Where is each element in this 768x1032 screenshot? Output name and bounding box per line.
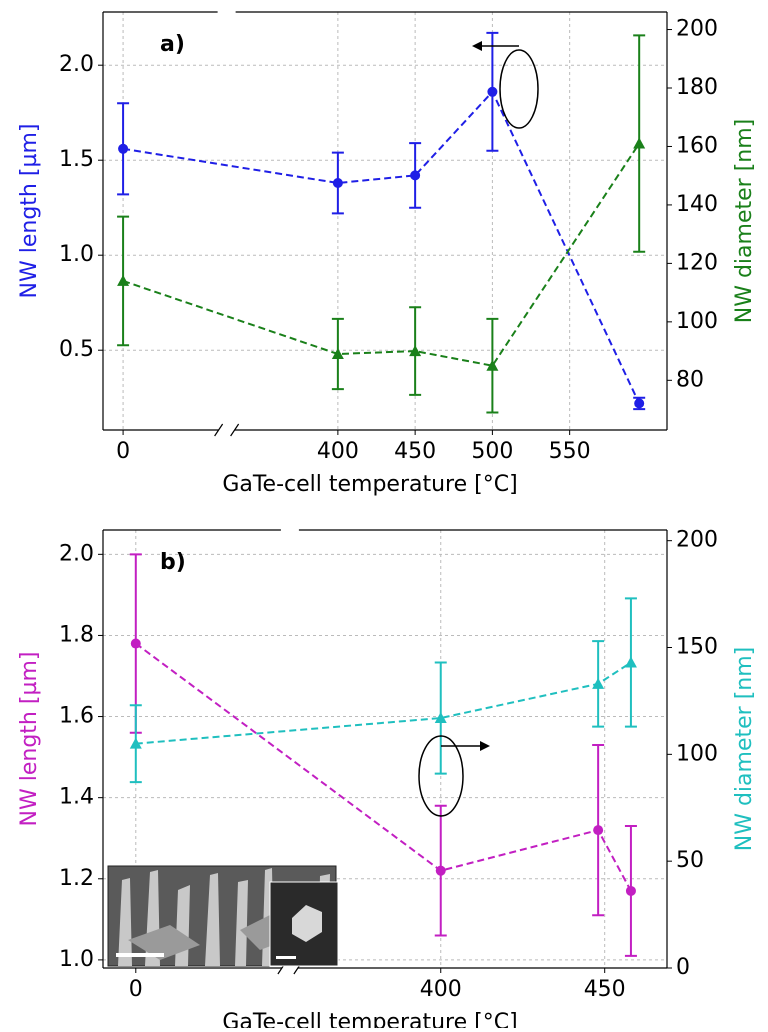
axis-break-gap	[218, 427, 235, 433]
x-axis-label: GaTe-cell temperature [°C]	[222, 472, 517, 497]
y-tick-label: 0.5	[59, 337, 94, 362]
y2-tick-label: 50	[676, 848, 704, 873]
series-line	[135, 642, 632, 892]
data-marker	[117, 274, 130, 286]
data-marker	[486, 359, 499, 371]
y-tick-label: 1.0	[59, 242, 94, 267]
data-marker	[130, 638, 141, 649]
x-tick-label: 0	[129, 977, 143, 1002]
y2-tick-label: 160	[676, 133, 718, 158]
hexagon-facet	[292, 905, 322, 942]
data-marker	[593, 825, 604, 836]
y2-tick-label: 180	[676, 75, 718, 100]
data-marker	[487, 86, 498, 97]
data-marker	[633, 137, 646, 149]
y2-tick-label: 200	[676, 528, 718, 553]
data-marker	[129, 737, 142, 749]
highlight-ellipse	[499, 49, 539, 129]
series-line	[135, 661, 632, 745]
axis-break-gap	[281, 965, 298, 971]
data-marker	[625, 885, 636, 896]
y2-tick-label: 200	[676, 17, 718, 42]
panel-label: a)	[160, 32, 185, 57]
axis-break-mark	[214, 423, 240, 437]
y2-tick-label: 140	[676, 192, 718, 217]
data-marker	[434, 712, 447, 724]
arrow-head	[472, 41, 482, 51]
data-marker	[409, 345, 422, 357]
arrow-head	[480, 741, 490, 751]
y2-axis-label: NW diameter [nm]	[732, 647, 757, 851]
y-tick-label: 1.2	[59, 866, 94, 891]
y2-axis-label: NW diameter [nm]	[732, 119, 757, 323]
y2-tick-label: 100	[676, 309, 718, 334]
highlight-ellipse	[418, 735, 464, 817]
annotation-layer	[107, 41, 539, 967]
data-marker	[624, 656, 637, 668]
scale-bar	[276, 956, 296, 959]
platelet-shapes	[128, 915, 300, 960]
y2-tick-label: 80	[676, 367, 704, 392]
axis-break-gap	[280, 526, 299, 534]
x-tick-label: 450	[394, 439, 436, 464]
y-tick-label: 1.4	[59, 785, 94, 810]
x-tick-label: 0	[116, 439, 130, 464]
data-marker	[410, 170, 421, 181]
series-line	[122, 90, 641, 404]
x-tick-label: 400	[317, 439, 359, 464]
y2-tick-label: 0	[676, 955, 690, 980]
y2-tick-label: 120	[676, 250, 718, 275]
data-marker	[118, 143, 129, 154]
x-axis-label: GaTe-cell temperature [°C]	[222, 1010, 517, 1028]
y2-tick-label: 150	[676, 635, 718, 660]
data-marker	[435, 865, 446, 876]
plot-layer: 0.5 1.0 1.5 2.0 80 100 120 140 160 180 200 0 400 450 5…	[17, 8, 757, 1032]
y-tick-label: 2.0	[59, 52, 94, 77]
y-tick-label: 1.0	[59, 947, 94, 972]
data-marker	[332, 178, 343, 188]
data-marker	[592, 677, 605, 689]
scale-bar	[116, 953, 164, 957]
y-tick-label: 1.6	[59, 704, 94, 729]
y2-tick-label: 100	[676, 741, 718, 766]
y-axis-label: NW length [µm]	[17, 124, 42, 299]
y-tick-label: 2.0	[59, 541, 94, 566]
data-marker	[331, 348, 344, 359]
x-tick-label: 450	[584, 977, 626, 1002]
panel-label: b)	[160, 550, 186, 575]
y-tick-label: 1.8	[59, 622, 94, 647]
y-tick-label: 1.5	[59, 147, 94, 172]
sem-inset	[107, 865, 339, 967]
data-marker	[634, 398, 645, 409]
y-axis-label: NW length [µm]	[17, 652, 42, 827]
series-line	[122, 142, 641, 367]
x-tick-label: 500	[471, 439, 513, 464]
x-tick-label: 400	[420, 977, 462, 1002]
axis-break-gap	[217, 8, 236, 16]
x-tick-label: 550	[549, 439, 591, 464]
